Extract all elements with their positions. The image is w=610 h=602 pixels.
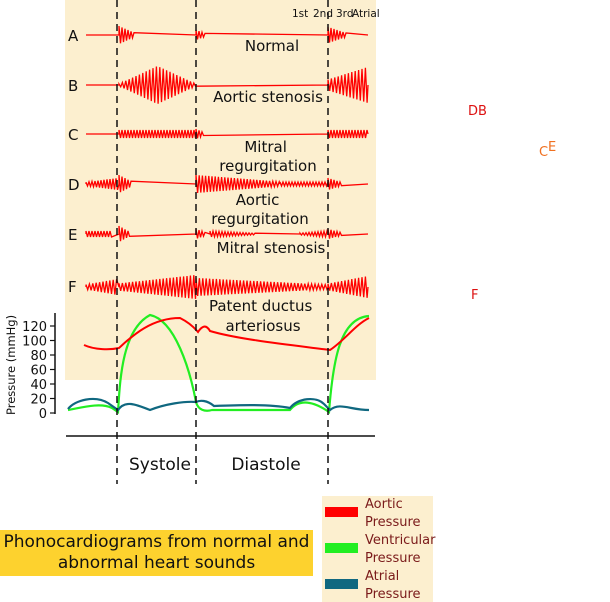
row-letter-c: C [68,126,78,144]
y-tick-label: 80 [30,349,47,364]
orphan-label-c: C [539,145,548,160]
legend-swatch-atrial [325,579,358,589]
caption-box: Phonocardiograms from normal and abnorma… [0,530,313,576]
condition-patent-ductus: Patent ductus arteriosus [209,297,317,335]
condition-mitral-regurgitation-line1: Mitral [244,138,287,156]
trace-normal [86,25,369,44]
legend-label-aortic-line1: Aortic [365,497,403,512]
condition-mitral-regurgitation-line2: regurgitation [219,157,317,175]
condition-normal: Normal [245,37,299,55]
condition-aortic-stenosis: Aortic stenosis [213,88,323,106]
row-letter-e: E [68,226,77,244]
y-tick-label: 100 [22,335,47,350]
aortic-pressure-curve [83,316,370,352]
condition-mitral-regurgitation: Mitral regurgitation [219,138,317,175]
row-letter-d: D [68,176,80,194]
heart-sound-label-2nd: 2nd [313,8,333,20]
y-tick-label: 60 [30,364,47,379]
orphan-label-db: DB [468,104,487,119]
condition-aortic-regurgitation-line1: Aortic [236,191,280,209]
heart-sound-label-1st: 1st [292,8,308,20]
trace-mitral-regurgitation [86,128,369,140]
row-letter-b: B [68,77,78,95]
condition-aortic-regurgitation: Aortic regurgitation [211,191,309,228]
legend-label-atrial: Atrial Pressure [365,569,421,602]
orphan-label-f: F [471,288,478,303]
pressure-axis-label: Pressure (mmHg) [4,315,18,415]
legend-label-ventricular-line1: Ventricular [365,533,436,548]
legend-label-ventricular: Ventricular Pressure [365,533,440,566]
legend-label-atrial-line1: Atrial [365,569,399,584]
trace-aortic-stenosis [86,66,369,104]
condition-patent-ductus-line1: Patent ductus [209,297,312,315]
trace-mitral-stenosis [85,225,369,242]
phonocardiogram-waveforms [85,25,369,299]
legend-swatch-aortic [325,507,358,517]
row-letter-a: A [68,27,79,45]
heart-sound-label-atrial: Atrial [352,8,380,20]
legend-label-aortic: Aortic Pressure [365,497,421,530]
y-tick-label: 0 [39,407,47,422]
caption-text: Phonocardiograms from normal and abnorma… [3,532,310,573]
phase-systole: Systole [129,455,191,475]
y-tick-label: 120 [22,320,47,335]
y-tick-label: 40 [30,378,47,393]
heart-sound-label-3rd: 3rd [336,8,353,20]
legend-label-atrial-line2: Pressure [365,587,421,602]
legend-label-ventricular-line2: Pressure [365,551,421,566]
orphan-label-e: E [548,140,556,155]
row-letter-f: F [68,278,77,296]
condition-mitral-stenosis: Mitral stenosis [217,239,326,257]
y-tick-label: 20 [30,393,47,408]
phase-diastole: Diastole [231,455,300,475]
atrial-pressure-curve [67,397,370,412]
condition-patent-ductus-line2: arteriosus [225,317,300,335]
legend-swatch-ventricular [325,543,358,553]
condition-aortic-regurgitation-line2: regurgitation [211,210,309,228]
legend-label-aortic-line2: Pressure [365,515,421,530]
trace-patent-ductus [85,275,369,299]
trace-aortic-regurgitation [85,174,369,193]
